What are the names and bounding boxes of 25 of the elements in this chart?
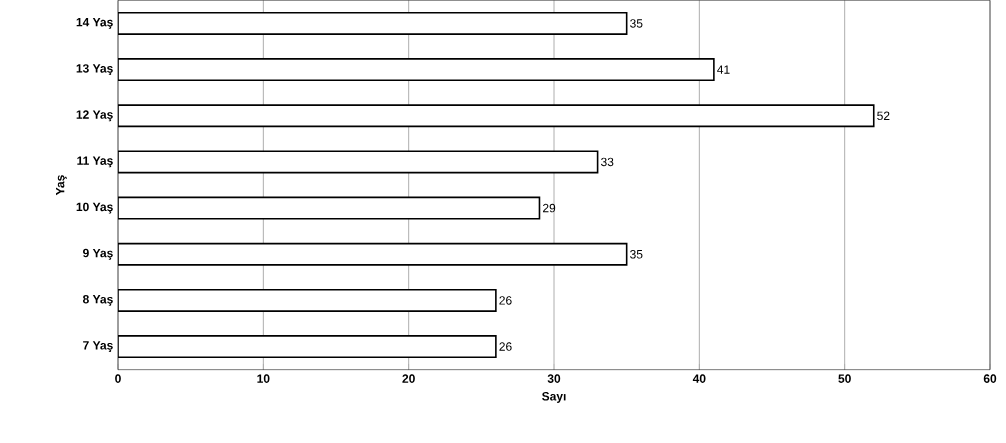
x-tick-label: 0 (115, 374, 121, 383)
x-tick-label: 50 (838, 374, 851, 383)
x-tick-label: 10 (257, 374, 270, 383)
y-tick-label: 10 Yaş (76, 202, 113, 214)
data-label: 35 (630, 250, 643, 259)
y-tick-label: 14 Yaş (76, 18, 113, 29)
data-label: 33 (601, 157, 614, 167)
y-axis-title: Yaş (56, 175, 67, 196)
data-label: 35 (630, 19, 643, 28)
data-label: 29 (543, 203, 556, 213)
x-tick-label: 40 (692, 374, 706, 383)
data-label: 26 (499, 342, 512, 351)
y-tick-label: 13 Yaş (76, 64, 113, 76)
x-tick-label: 20 (402, 374, 415, 383)
y-tick-label: 11 Yaş (77, 156, 113, 168)
x-axis-title: Sayı (542, 392, 566, 403)
y-tick-label: 8 Yaş (82, 294, 113, 306)
x-tick-label: 30 (547, 374, 561, 383)
y-tick-label: 9 Yaş (83, 248, 113, 260)
x-tick-label: 60 (983, 374, 997, 383)
data-label: 26 (499, 296, 512, 305)
y-tick-label: 7 Yaş (83, 341, 113, 352)
data-label: 52 (877, 111, 890, 121)
data-label: 41 (717, 65, 730, 74)
y-tick-label: 12 Yaş (76, 110, 113, 122)
